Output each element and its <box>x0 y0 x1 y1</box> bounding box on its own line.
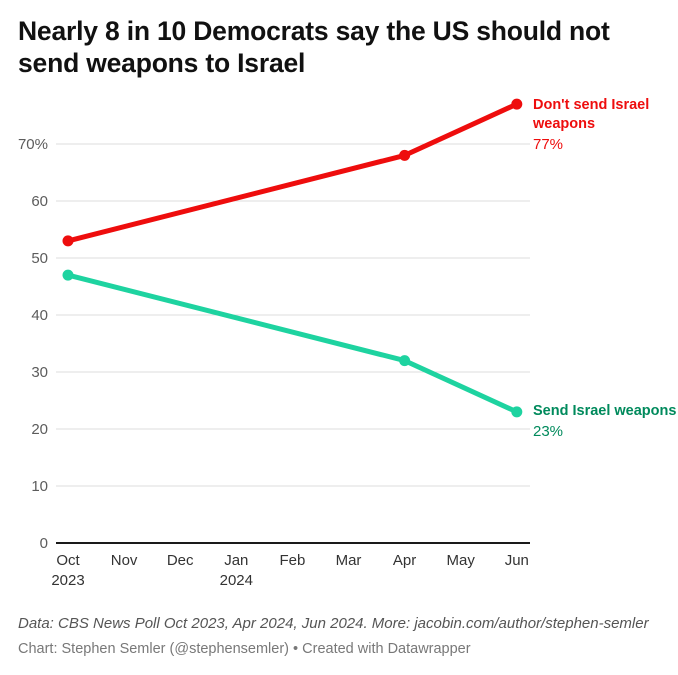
series-label-text: Send Israel weapons <box>533 403 677 419</box>
data-source-note: Data: CBS News Poll Oct 2023, Apr 2024, … <box>18 615 649 632</box>
series-line-0 <box>65 101 520 244</box>
y-axis-tick-label: 40 <box>31 307 48 324</box>
data-point <box>399 149 411 161</box>
y-axis-tick-label: 70% <box>18 136 48 153</box>
y-axis-tick-label: 20 <box>31 421 48 438</box>
y-axis-tick-label: 60 <box>31 193 48 210</box>
x-axis-tick-label: Apr <box>393 552 416 569</box>
y-axis-tick-label: 50 <box>31 250 48 267</box>
x-axis-tick-label: May <box>447 552 476 569</box>
series-label-send: Send Israel weapons 23% <box>533 402 678 441</box>
x-axis-tick-label: Oct <box>56 552 80 569</box>
data-point <box>62 269 74 281</box>
x-axis-tick-label: Jan <box>224 552 248 569</box>
series-label-dont-send: Don't send Israel weapons 77% <box>533 96 678 154</box>
chart-credit-note: Chart: Stephen Semler (@stephensemler) •… <box>18 641 471 657</box>
series-label-text: Don't send Israel weapons <box>533 97 650 132</box>
data-point <box>511 98 523 110</box>
x-axis-tick-label: Dec <box>167 552 194 569</box>
y-axis-tick-label: 10 <box>31 478 48 495</box>
data-point <box>511 406 523 418</box>
x-axis-tick-label: Nov <box>111 552 138 569</box>
x-axis-tick-label: Jun <box>505 552 529 569</box>
x-axis-tick-label: Feb <box>279 552 305 569</box>
data-point <box>399 355 411 367</box>
x-axis-year-label: 2024 <box>220 572 253 589</box>
x-axis-tick-label: Mar <box>336 552 362 569</box>
series-value: 77% <box>533 135 564 153</box>
chart-title: Nearly 8 in 10 Democrats say the US shou… <box>18 16 610 78</box>
series-line-1 <box>65 272 520 415</box>
y-axis-tick-label: 30 <box>31 364 48 381</box>
x-axis-year-label: 2023 <box>51 572 84 589</box>
data-point <box>62 235 74 247</box>
series-value: 23% <box>533 422 564 440</box>
y-axis-tick-label: 0 <box>40 535 48 552</box>
